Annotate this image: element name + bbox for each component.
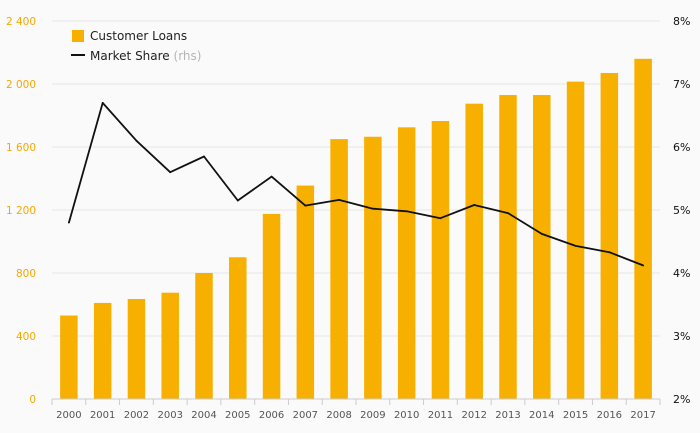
bar [533,95,551,400]
x-axis-tick-label: 2006 [259,410,284,421]
line-point [169,171,172,174]
x-axis-tick-label: 2017 [630,410,655,421]
bar [364,136,382,399]
bar [60,315,78,399]
bar [634,58,652,400]
x-axis-tick-label: 2012 [461,410,486,421]
legend-label-customer-loans: Customer Loans [90,29,187,43]
line-point [371,207,374,210]
line-point [540,233,543,235]
bar [397,127,416,399]
right-axis-tick-label: 7% [673,78,690,91]
legend-label-market-share: Market Share (rhs) [90,49,201,63]
left-axis-tick-label: 2 000 [6,79,36,91]
line-point [439,217,442,220]
bar [431,121,450,399]
x-axis-tick-label: 2014 [529,410,554,421]
left-axis-tick-label: 2 400 [6,16,36,28]
left-axis-tick-label: 800 [16,268,36,280]
line-point [270,175,273,178]
bar [499,95,517,400]
x-axis-tick-label: 2001 [90,410,115,421]
right-axis-tick-label: 4% [673,267,690,280]
x-axis-tick-label: 2002 [124,410,149,421]
line-point [101,102,104,104]
right-axis-tick-label: 6% [673,141,690,154]
legend-swatch-customer-loans [72,30,84,42]
left-axis-tick-label: 1 200 [6,205,36,217]
x-axis-tick-label: 2003 [157,410,182,421]
legend-label-market-share-name: Market Share [90,49,170,63]
right-axis-tick-label: 2% [673,393,690,406]
x-axis-tick-label: 2008 [326,410,351,421]
bar [566,81,585,399]
line-point [203,155,205,158]
line-point [608,251,611,254]
x-axis-tick-label: 2007 [293,410,318,421]
line-point [338,199,341,201]
line-point [507,212,509,215]
legend: Customer Loans Market Share (rhs) [71,29,201,63]
left-axis-tick-label: 400 [16,331,36,343]
x-axis-tick-label: 2016 [597,410,622,421]
line-series-market-share [67,102,645,267]
bar [262,213,281,399]
bar [229,257,247,399]
bar [330,139,348,399]
line-point [236,199,239,202]
bar [93,302,112,399]
bar [465,103,483,399]
line-point [405,210,408,213]
gridlines [52,20,660,337]
bar [600,72,619,399]
bar [161,292,179,399]
line-point [304,204,307,207]
bar-series-customer-loans [60,58,652,400]
bar [296,185,315,399]
line-point [135,139,138,142]
market-share-line [68,102,644,267]
left-axis-tick-label: 1 600 [6,142,36,154]
x-axis-tick-label: 2000 [56,410,81,421]
bar [127,298,146,399]
right-axis-tick-label: 3% [673,330,690,343]
x-axis-tick-label: 2009 [360,410,385,421]
x-axis-tick-label: 2010 [394,410,419,421]
line-point [67,221,70,224]
left-axis-tick-label: 0 [29,394,36,406]
line-point [574,245,577,247]
bar [195,273,213,399]
x-axis-tick-label: 2011 [428,410,453,421]
line-point [642,264,645,267]
right-axis-tick-label: 5% [673,204,690,217]
x-axis-tick-label: 2005 [225,410,250,421]
line-point [473,204,476,206]
x-axis-tick-label: 2013 [495,410,520,421]
x-axis-tick-label: 2004 [191,410,216,421]
axes: 0 400 800 1 200 1 600 2 000 2 400 2% 3% 4% 5% 6% 7% 8… [6,15,691,421]
right-axis-tick-label: 8% [673,15,690,28]
legend-label-rhs-note: (rhs) [174,49,202,63]
x-axis-tick-label: 2015 [563,410,588,421]
